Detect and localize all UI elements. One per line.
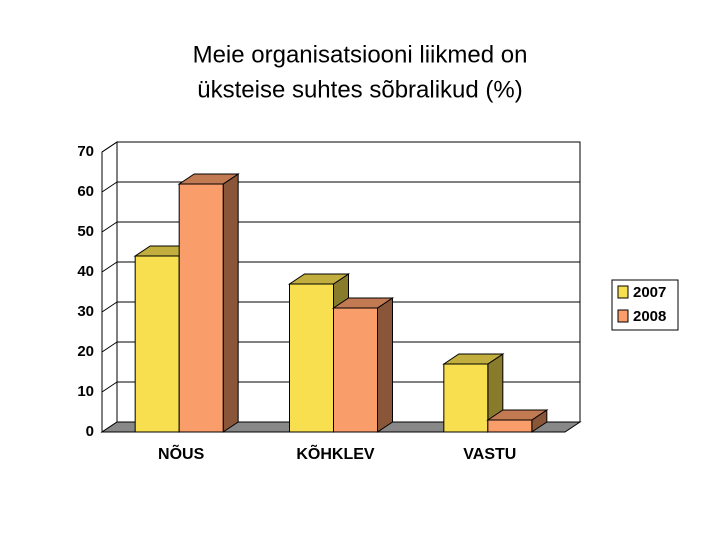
y-tick-label: 40 <box>77 263 94 280</box>
bar-side <box>222 173 239 433</box>
chart-title: Meie organisatsiooni liikmed on <box>193 41 528 68</box>
y-tick-label: 50 <box>77 223 94 240</box>
y-tick-label: 20 <box>77 343 94 360</box>
y-tick-label: 70 <box>77 143 94 160</box>
bar <box>289 283 334 433</box>
side-wall <box>101 141 118 433</box>
bar <box>178 183 224 433</box>
grid-line <box>101 301 118 313</box>
y-tick-label: 10 <box>77 383 94 400</box>
chart-title: üksteise suhtes sõbralikud (%) <box>197 76 522 103</box>
x-tick-label: NÕUS <box>158 443 205 463</box>
grid-line <box>101 261 118 273</box>
legend-swatch <box>617 309 629 323</box>
grid-line <box>101 181 118 193</box>
x-tick-label: VASTU <box>463 446 516 463</box>
legend-label: 2008 <box>633 308 666 325</box>
legend-label: 2007 <box>633 284 666 301</box>
grid-line <box>101 381 118 393</box>
bar-side <box>377 297 393 433</box>
y-tick-label: 0 <box>86 423 94 440</box>
grid-line <box>101 221 118 233</box>
bar <box>443 363 489 433</box>
grid-line <box>101 141 118 153</box>
bar <box>487 419 533 433</box>
grid-line <box>101 341 118 353</box>
x-tick-label: KÕHKLEV <box>296 443 375 463</box>
y-tick-label: 30 <box>77 303 94 320</box>
legend-swatch <box>617 285 629 299</box>
bar <box>134 255 180 433</box>
bar <box>333 307 378 433</box>
y-tick-label: 60 <box>77 183 94 200</box>
